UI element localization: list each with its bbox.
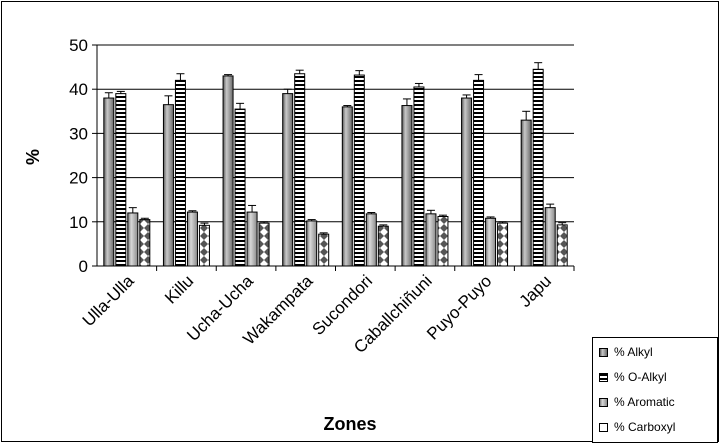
y-tick-label: 30 [69, 124, 88, 143]
x-tick-label: Killu [161, 271, 197, 307]
bar [532, 68, 544, 267]
legend-item-o-alkyl: % O-Alkyl [599, 369, 667, 385]
y-axis-title: % [23, 149, 43, 165]
bar [437, 215, 449, 267]
x-tick-label: Japu [516, 271, 556, 311]
y-tick-label: 0 [79, 257, 88, 276]
legend-item-alkyl: % Alkyl [599, 344, 653, 360]
x-tick-label: Ulla-Ulla [79, 271, 138, 330]
x-axis-title: Zones [323, 414, 376, 434]
legend-label-alkyl: % Alkyl [614, 345, 653, 359]
bar [413, 86, 425, 267]
legend-swatch-aromatic [599, 397, 608, 407]
bar [186, 211, 198, 267]
bar [198, 224, 210, 267]
legend: % Alkyl % O-Alkyl % Aromatic % Carboxyl [592, 337, 718, 443]
bar [115, 93, 127, 267]
y-tick-label: 20 [69, 169, 88, 188]
bar [544, 207, 556, 267]
bar [222, 75, 234, 267]
bar [401, 105, 413, 267]
legend-swatch-alkyl [599, 347, 608, 357]
bar [556, 224, 568, 267]
y-tick-label: 40 [69, 80, 88, 99]
bar [127, 212, 139, 267]
bar [258, 222, 270, 267]
bar [162, 104, 174, 267]
bar [174, 79, 186, 267]
bar [103, 97, 115, 267]
legend-item-aromatic: % Aromatic [599, 394, 675, 410]
legend-item-carboxyl: % Carboxyl [599, 419, 675, 435]
bar [246, 211, 258, 267]
bar [485, 217, 497, 267]
legend-label-o-alkyl: % O-Alkyl [614, 370, 667, 384]
bar [234, 108, 246, 267]
bar [294, 73, 306, 267]
error-bars [104, 62, 567, 235]
y-tick-label: 10 [69, 213, 88, 232]
bar [425, 213, 437, 267]
legend-label-carboxyl: % Carboxyl [614, 420, 676, 434]
bar [461, 97, 473, 267]
bar [365, 213, 377, 267]
x-tick-label: Puyo-Puyo [423, 271, 495, 343]
bars [103, 68, 568, 267]
bar [341, 106, 353, 267]
bar [306, 220, 318, 267]
bar [520, 119, 532, 267]
bar [473, 79, 485, 267]
bar [318, 233, 330, 267]
x-axis: Ulla-Ulla KilluUcha-UchaWakampataSucondor… [79, 265, 575, 357]
y-tick-label: 50 [69, 36, 88, 55]
legend-swatch-carboxyl [599, 422, 608, 432]
bar [282, 93, 294, 267]
bar [353, 74, 365, 267]
legend-swatch-o-alkyl [599, 372, 608, 382]
bar [497, 222, 509, 267]
bar [377, 225, 389, 267]
bar [139, 219, 151, 267]
legend-label-aromatic: % Aromatic [614, 395, 675, 409]
y-axis: 0 10 20 30 40 50 [69, 36, 98, 276]
